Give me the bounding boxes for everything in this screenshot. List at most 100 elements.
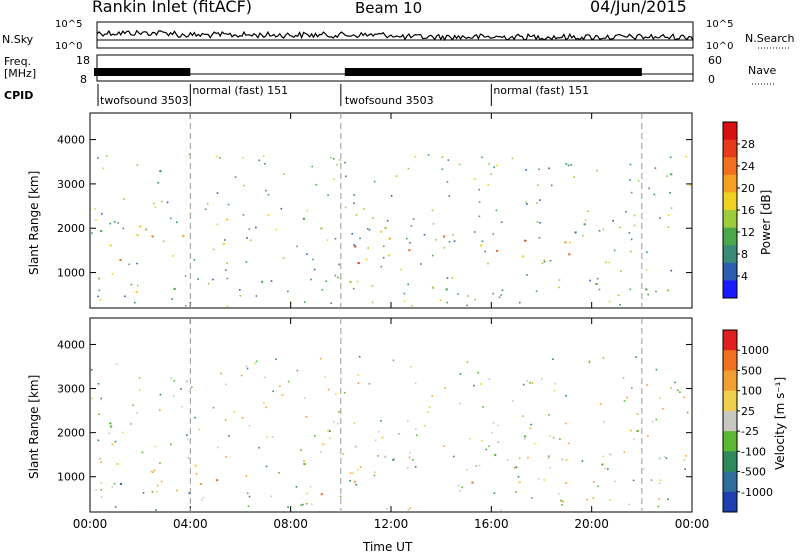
power-cell <box>255 295 258 297</box>
power-cell <box>184 275 187 277</box>
velocity-cell <box>609 454 612 456</box>
power-cell <box>619 303 621 306</box>
velocity-cell <box>357 374 360 376</box>
velocity-cell <box>142 492 145 494</box>
power-cell <box>267 193 270 196</box>
velocity-cell <box>176 489 178 492</box>
velocity-cell <box>91 397 93 400</box>
power-cell <box>448 241 451 243</box>
power-cell <box>111 273 114 275</box>
power-cell <box>105 155 108 157</box>
power-cell <box>242 157 244 159</box>
power-cell <box>619 226 621 229</box>
power-cell <box>443 235 446 238</box>
power-cell <box>351 233 353 235</box>
power-cell <box>170 217 172 220</box>
power-cell <box>495 209 498 212</box>
noise-right-tick-hi: 10^5 <box>706 19 733 30</box>
velocity-cell <box>246 492 249 494</box>
velocity-cell <box>173 380 176 382</box>
power-cell <box>212 248 215 251</box>
power-cell <box>151 235 154 238</box>
velocity-cell <box>522 415 524 417</box>
power-cell <box>620 270 622 272</box>
velocity-cell <box>559 438 561 440</box>
power-cell <box>333 158 335 160</box>
velocity-cell <box>431 395 433 397</box>
power-cell <box>633 214 636 217</box>
power-cell <box>173 287 176 290</box>
power-cell <box>536 202 538 204</box>
power-cell <box>321 288 324 291</box>
power-cell <box>427 154 430 156</box>
power-cell <box>275 228 278 231</box>
velocity-cell <box>246 367 249 370</box>
velocity-cell <box>560 499 562 502</box>
velocity-cell <box>392 459 394 461</box>
power-cell <box>382 256 385 259</box>
power-cell <box>154 206 157 208</box>
power-cell <box>474 178 476 180</box>
velocity-ytick-label: 3000 <box>57 383 85 396</box>
velocity-cell <box>194 464 197 467</box>
velocity-cell <box>225 456 227 458</box>
x-tick-label: 12:00 <box>374 517 409 531</box>
velocity-cell <box>457 484 460 487</box>
power-cell <box>487 184 490 186</box>
power-cell <box>353 202 355 205</box>
power-cell <box>371 285 374 287</box>
power-colorbar-tick-label: 28 <box>741 138 755 151</box>
power-cell <box>569 241 571 244</box>
power-cell <box>445 288 448 291</box>
power-cell <box>197 278 199 280</box>
power-cell <box>568 253 571 256</box>
power-colorbar-tick-label: 20 <box>741 182 755 195</box>
power-cell <box>647 293 649 296</box>
velocity-cell <box>601 463 604 466</box>
power-cell <box>206 202 209 205</box>
velocity-cell <box>353 422 356 425</box>
power-cell <box>248 228 251 230</box>
power-cell <box>495 249 499 252</box>
power-cell <box>625 210 627 213</box>
power-cell <box>458 163 461 166</box>
power-cell <box>654 167 657 169</box>
power-cell <box>539 222 541 224</box>
power-cell <box>573 176 575 178</box>
velocity-cell <box>180 388 182 390</box>
velocity-cell <box>373 474 376 477</box>
velocity-cell <box>632 479 635 482</box>
velocity-cell <box>296 369 299 372</box>
velocity-cell <box>320 451 322 453</box>
velocity-cell <box>245 365 248 367</box>
velocity-cell <box>665 457 668 459</box>
power-cell <box>227 203 230 206</box>
cpid-segment-label-0: twofsound 3503 <box>100 94 189 107</box>
velocity-cell <box>604 467 606 470</box>
velocity-cell <box>561 504 563 506</box>
power-cell <box>283 173 285 175</box>
velocity-cell <box>327 429 330 432</box>
velocity-ytick-label: 4000 <box>57 338 85 351</box>
power-cell <box>359 237 361 240</box>
power-cell <box>226 305 229 308</box>
velocity-colorbar-tick-label: -1000 <box>741 486 773 499</box>
power-cell <box>446 277 449 279</box>
power-cell <box>334 274 337 277</box>
power-cell <box>193 259 196 261</box>
velocity-cell <box>245 475 248 477</box>
power-cell <box>117 222 119 224</box>
power-cell <box>363 208 365 210</box>
velocity-cell <box>342 453 345 455</box>
power-cell <box>166 201 169 204</box>
power-cell <box>134 301 136 304</box>
velocity-cell <box>409 451 411 454</box>
power-cell <box>400 268 402 271</box>
velocity-cell <box>374 439 377 442</box>
power-cell <box>498 296 501 299</box>
power-cell <box>457 293 459 295</box>
velocity-cell <box>633 438 635 441</box>
power-cell <box>435 239 437 241</box>
velocity-cell <box>427 411 429 414</box>
power-cell <box>212 278 214 281</box>
